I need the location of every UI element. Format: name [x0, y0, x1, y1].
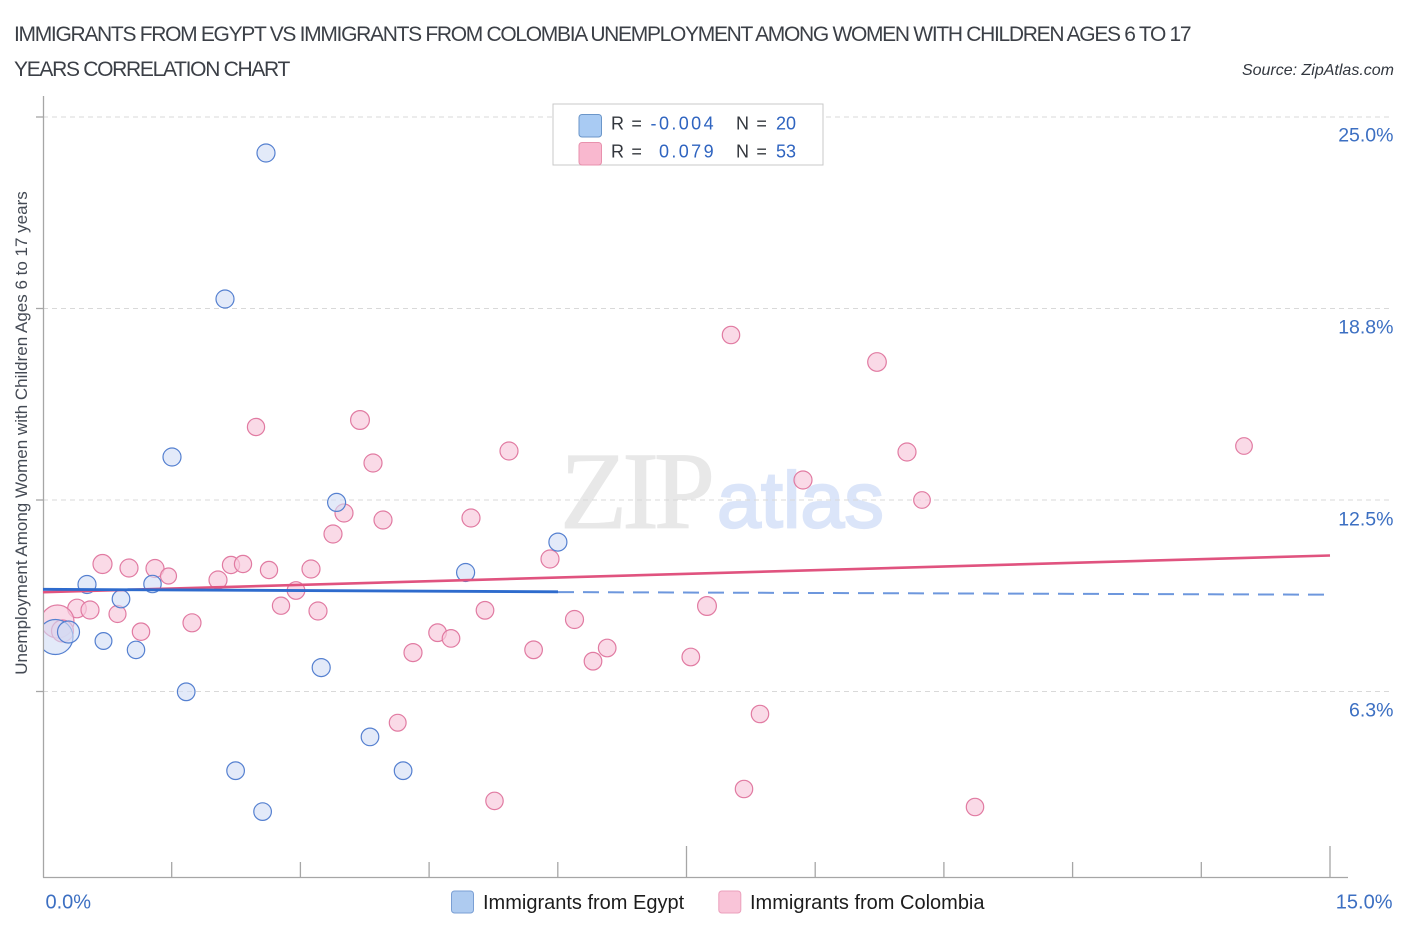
svg-text:YEARS CORRELATION CHART: YEARS CORRELATION CHART	[14, 58, 291, 81]
svg-text:0.079: 0.079	[659, 142, 716, 162]
svg-text:-0.004: -0.004	[651, 114, 716, 134]
svg-text:0.0%: 0.0%	[46, 892, 92, 914]
svg-text:R =: R =	[611, 142, 643, 162]
svg-text:18.8%: 18.8%	[1338, 317, 1393, 339]
svg-text:R =: R =	[611, 114, 643, 134]
svg-text:Unemployment Among Women with: Unemployment Among Women with Children A…	[12, 191, 31, 675]
svg-text:N =: N =	[736, 142, 768, 162]
svg-text:15.0%: 15.0%	[1336, 892, 1393, 914]
svg-text:N =: N =	[736, 114, 768, 134]
svg-text:20: 20	[776, 114, 796, 134]
svg-text:6.3%: 6.3%	[1349, 700, 1393, 722]
svg-text:25.0%: 25.0%	[1338, 125, 1393, 147]
svg-text:IMMIGRANTS FROM EGYPT VS IMMIG: IMMIGRANTS FROM EGYPT VS IMMIGRANTS FROM…	[14, 23, 1191, 46]
svg-text:Immigrants from Colombia: Immigrants from Colombia	[750, 892, 985, 914]
svg-text:12.5%: 12.5%	[1338, 509, 1393, 531]
svg-text:Immigrants from Egypt: Immigrants from Egypt	[483, 892, 685, 914]
svg-text:Source: ZipAtlas.com: Source: ZipAtlas.com	[1242, 62, 1394, 79]
svg-text:53: 53	[776, 142, 796, 162]
svg-text:ZIP: ZIP	[560, 430, 711, 552]
